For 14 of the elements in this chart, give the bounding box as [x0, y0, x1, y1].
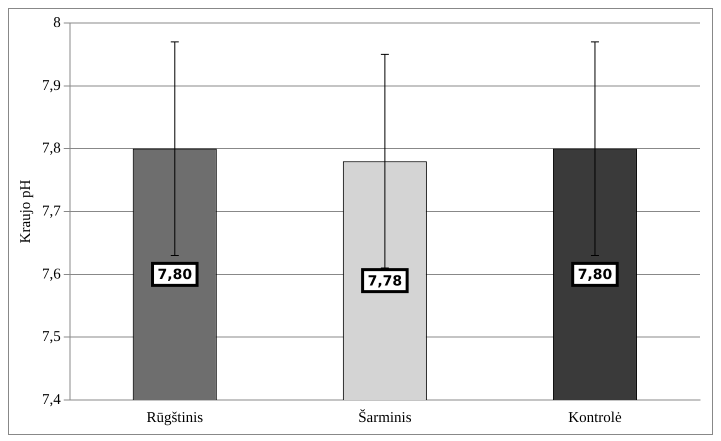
data-label: 7,80 [158, 266, 192, 283]
y-tick-label: 8 [53, 14, 61, 31]
data-label: 7,78 [368, 273, 402, 290]
y-tick-label: 7,9 [42, 78, 61, 94]
y-tick-label: 7,7 [42, 203, 62, 220]
x-tick-label: Šarminis [358, 408, 412, 426]
data-label: 7,80 [578, 266, 612, 283]
x-tick-label: Rūgštinis [146, 410, 204, 426]
y-axis-title: Kraujo pH [18, 179, 34, 244]
y-tick-label: 7,6 [42, 266, 62, 282]
y-tick-label: 7,5 [42, 329, 61, 346]
x-tick-label: Kontrolė [568, 410, 622, 426]
y-tick-label: 7,8 [42, 140, 61, 157]
y-tick-label: 7,4 [42, 392, 62, 408]
